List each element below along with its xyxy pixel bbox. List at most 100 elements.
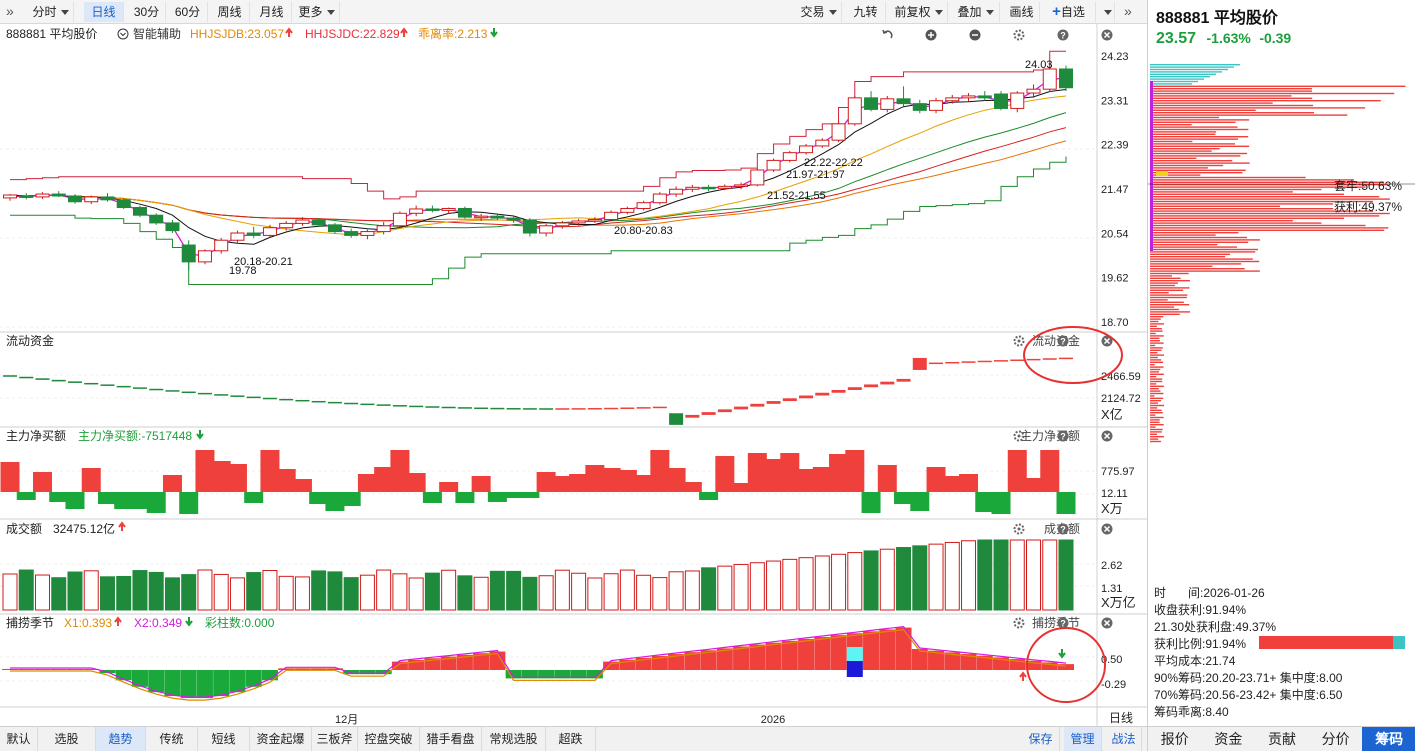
undo-icon[interactable] [882, 29, 893, 39]
y-tick-label: 2466.59 [1101, 371, 1141, 383]
season-bar [928, 650, 945, 670]
bottom-tab[interactable]: 趋势 [96, 727, 146, 751]
tab-monthly[interactable]: 月线 [252, 2, 292, 22]
help-icon[interactable]: ? [1057, 335, 1069, 347]
bottom-tab[interactable]: 三板斧 [312, 727, 358, 751]
watchlist-button[interactable]: +自选 [1042, 2, 1096, 22]
chip-bar [1150, 66, 1234, 68]
candle [620, 206, 635, 215]
bottom-tab[interactable]: 猎手看盘 [420, 727, 482, 751]
bottom-tab[interactable]: 选股 [38, 727, 96, 751]
settings-icon[interactable] [1013, 430, 1025, 442]
bottom-tab[interactable]: 超跌 [546, 727, 596, 751]
candle-body [35, 193, 50, 198]
tab-weekly[interactable]: 周线 [210, 2, 250, 22]
settings-icon[interactable] [1013, 523, 1025, 535]
down-arrow-icon-shape [185, 617, 193, 627]
turnover-bar [993, 539, 1009, 611]
turnover-bar [99, 576, 115, 611]
chip-bar [1150, 431, 1162, 433]
nine-turn-button[interactable]: 九转 [846, 2, 886, 22]
turnover-bar [457, 575, 473, 611]
help-icon[interactable]: ? [1057, 29, 1069, 41]
tab-daily[interactable]: 日线 [84, 2, 124, 22]
bottom-tab[interactable]: 常规选股 [482, 727, 546, 751]
main-net-bar [227, 464, 247, 492]
season-bar [538, 670, 555, 679]
close-icon[interactable] [1101, 335, 1113, 347]
tab-60min[interactable]: 60分 [168, 2, 208, 22]
bottom-tab[interactable]: 短线 [198, 727, 250, 751]
chart-area[interactable]: 888881 平均股价 智能辅助 HHJSJDB:23.057 HHJSJDC:22.… [0, 24, 1147, 727]
chip-bar [1150, 313, 1180, 315]
candle [750, 168, 765, 187]
bottom-right-button[interactable]: 战法 [1106, 727, 1142, 751]
chart-svg[interactable]: 888881 平均股价 智能辅助 HHJSJDB:23.057 HHJSJDC:22.… [0, 24, 1147, 727]
bottom-tab[interactable]: 默认 [0, 727, 38, 751]
liquidity-bar [392, 405, 407, 407]
candle-body [457, 207, 472, 218]
liquidity-bar [766, 401, 781, 404]
gear-icon [1013, 617, 1025, 629]
ma20-line [9, 112, 1067, 229]
annotation-high: 24.03 [1025, 59, 1053, 71]
tab-more[interactable]: 更多 [294, 2, 340, 22]
help-glyph: ? [1060, 619, 1066, 629]
settings-icon[interactable] [1013, 617, 1025, 629]
candle-body [977, 95, 992, 99]
chip-bar [1150, 155, 1241, 157]
main-net-bar [276, 469, 296, 492]
chip-bar [1150, 330, 1163, 332]
main-net-bar [552, 476, 572, 492]
liquidity-bar [685, 414, 700, 418]
tab-30min[interactable]: 30分 [128, 2, 166, 22]
chip-bar [1150, 188, 1322, 191]
down-arrow-icon [490, 28, 498, 38]
tab-intraday[interactable]: 分时 [28, 2, 74, 22]
season-bar [473, 653, 490, 670]
right-tab[interactable]: 筹码 [1362, 727, 1415, 751]
chip-bar [1150, 191, 1293, 193]
liquidity-bar [571, 408, 586, 410]
zoom-in-icon[interactable] [925, 29, 937, 41]
settings-icon[interactable] [1013, 29, 1025, 41]
adjust-button[interactable]: 前复权 [890, 2, 948, 22]
chip-bar [1150, 373, 1164, 375]
chip-bar [1150, 260, 1260, 263]
main-net-bar [292, 479, 312, 492]
help-icon[interactable]: ? [1057, 430, 1069, 442]
bottom-right-button[interactable]: 保存 [1022, 727, 1060, 751]
zoom-out-icon[interactable] [969, 29, 981, 41]
y-tick-label: 22.39 [1101, 140, 1129, 152]
overlay-button[interactable]: 叠加 [952, 2, 1000, 22]
candle-body [945, 97, 960, 102]
trade-button[interactable]: 交易 [796, 2, 842, 22]
close-icon[interactable] [1101, 430, 1113, 442]
right-tab[interactable]: 资金 [1214, 731, 1243, 747]
bottom-right-button[interactable]: 管理 [1064, 727, 1102, 751]
draw-line-button[interactable]: 画线 [1004, 2, 1040, 22]
bottom-tab[interactable]: 资金起爆 [250, 727, 312, 751]
collapse-right-icon[interactable]: » [1124, 3, 1132, 19]
help-icon[interactable]: ? [1057, 617, 1069, 629]
close-icon[interactable] [1101, 29, 1113, 41]
candle [149, 213, 164, 225]
right-tab[interactable]: 报价 [1160, 731, 1189, 747]
turnover-bar [83, 570, 99, 611]
liquidity-bar [977, 360, 992, 363]
watchlist-dropdown[interactable] [1097, 2, 1115, 22]
indicator-deviation: 乖离率:2.213 [418, 26, 488, 41]
settings-icon[interactable] [1013, 335, 1025, 347]
bottom-tab[interactable]: 控盘突破 [358, 727, 420, 751]
help-icon[interactable]: ? [1057, 523, 1069, 535]
right-tab[interactable]: 分价 [1321, 731, 1350, 747]
close-icon[interactable] [1101, 523, 1113, 535]
right-tab[interactable]: 贡献 [1267, 731, 1296, 747]
collapse-left-icon[interactable]: » [6, 3, 14, 19]
gear-icon [1013, 430, 1025, 442]
close-icon[interactable] [1101, 617, 1113, 629]
bottom-tab[interactable]: 传统 [146, 727, 198, 751]
chip-bar [1150, 311, 1190, 313]
main-net-bar [471, 476, 491, 492]
y-tick-label: 18.70 [1101, 317, 1129, 329]
